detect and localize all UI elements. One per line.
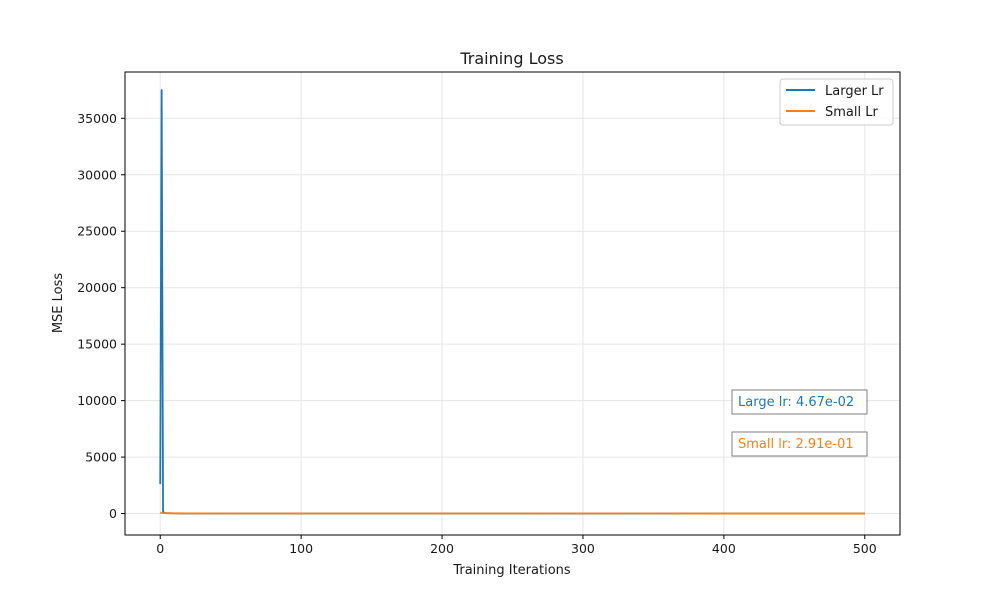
y-axis-label: MSE Loss (51, 273, 66, 334)
annotation-box-large-lr (731, 389, 868, 415)
grid-lines (125, 72, 900, 535)
annotations: Large lr: 4.67e-02 Small lr: 2.91e-01 (731, 389, 868, 457)
series-line-small-lr (160, 511, 865, 515)
y-tick-label: 0 (109, 506, 117, 521)
y-tick-label: 30000 (77, 167, 117, 182)
x-tick-label: 500 (853, 541, 877, 556)
y-tick-label: 20000 (77, 280, 117, 295)
y-tick-label: 5000 (85, 450, 117, 465)
plot-series (159, 89, 865, 515)
x-tick-label: 100 (289, 541, 313, 556)
y-tick-label: 35000 (77, 111, 117, 126)
y-tick-label: 25000 (77, 224, 117, 239)
x-axis-label: Training Iterations (452, 563, 571, 578)
x-tick-label: 0 (156, 541, 164, 556)
legend: Larger Lr Small Lr (779, 78, 894, 126)
annotation-box-small-lr (731, 431, 868, 457)
x-tick-label: 400 (712, 541, 736, 556)
plot-frame (124, 71, 901, 536)
annotation-small-lr: Small lr: 2.91e-01 (738, 437, 854, 452)
y-tick-label: 15000 (77, 337, 117, 352)
legend-label-small-lr: Small Lr (825, 105, 878, 120)
y-tick-label: 10000 (77, 393, 117, 408)
legend-label-larger-lr: Larger Lr (825, 84, 884, 99)
chart-title: Training Loss (459, 49, 563, 68)
x-axis-ticks: 0 100 200 300 400 500 (156, 535, 877, 556)
annotation-large-lr: Large lr: 4.67e-02 (738, 395, 854, 410)
y-axis-ticks: 0 5000 10000 15000 20000 25000 30000 35000 (77, 111, 125, 521)
x-tick-label: 200 (430, 541, 454, 556)
x-tick-label: 300 (571, 541, 595, 556)
